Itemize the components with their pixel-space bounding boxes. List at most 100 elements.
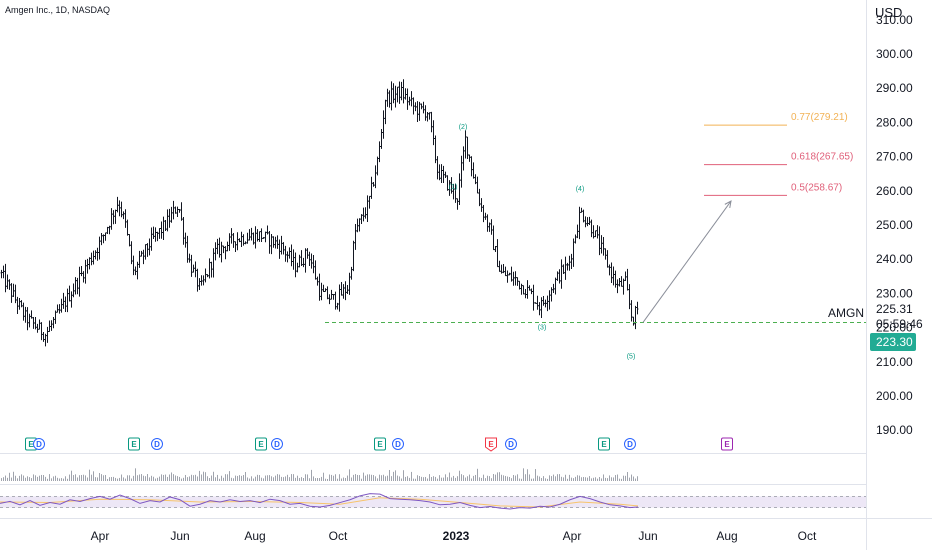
drawings[interactable]: 0.77(279.21) 0.618(267.65) 0.5(258.67) (1) (… bbox=[325, 112, 866, 360]
event-letter: E bbox=[377, 440, 383, 449]
dividend-marker[interactable]: D bbox=[505, 438, 517, 450]
volume-bar bbox=[187, 477, 188, 481]
volume-bar bbox=[491, 478, 492, 481]
volume-bar bbox=[611, 477, 612, 481]
ohlc-bar bbox=[448, 180, 451, 196]
volume-bar bbox=[263, 478, 264, 481]
ohlc-bar bbox=[398, 81, 401, 104]
dividend-marker[interactable]: D bbox=[624, 438, 636, 450]
ohlc-bar bbox=[100, 232, 103, 246]
volume-bar bbox=[331, 474, 332, 481]
ohlc-bar bbox=[264, 231, 267, 243]
volume-bar bbox=[211, 475, 212, 481]
volume-bar bbox=[533, 478, 534, 481]
ohlc-bar bbox=[602, 236, 605, 256]
volume-bar bbox=[551, 476, 552, 481]
earnings-marker[interactable]: E bbox=[721, 437, 733, 451]
volume-bar bbox=[165, 474, 166, 481]
volume-bar bbox=[367, 474, 368, 481]
ohlc-bar bbox=[530, 288, 533, 295]
volume-bar bbox=[461, 474, 462, 481]
volume-bar bbox=[127, 475, 128, 481]
symbol-title[interactable]: Amgen Inc., 1D, NASDAQ bbox=[5, 5, 110, 15]
earnings-marker[interactable]: E bbox=[374, 437, 386, 451]
volume-bar bbox=[307, 474, 308, 481]
ohlc-bar bbox=[508, 272, 511, 276]
volume-bar bbox=[37, 476, 38, 481]
volume-bar bbox=[145, 476, 146, 481]
ohlc-bar bbox=[136, 261, 139, 280]
dividend-marker[interactable]: D bbox=[271, 438, 283, 450]
time-axis[interactable]: Apr Jun Aug Oct 2023 Apr Jun Aug Oct bbox=[91, 529, 817, 543]
ohlc-bar bbox=[200, 275, 203, 286]
volume-bar bbox=[479, 477, 480, 481]
volume-bar bbox=[99, 472, 100, 481]
dividend-marker[interactable]: D bbox=[392, 438, 404, 450]
volume-bar bbox=[519, 478, 520, 481]
ohlc-bar bbox=[308, 251, 311, 266]
volume-bar bbox=[505, 475, 506, 481]
ohlc-bar bbox=[400, 81, 403, 101]
ohlc-bar bbox=[388, 90, 391, 108]
volume-bar bbox=[283, 477, 284, 481]
ohlc-bar bbox=[534, 302, 537, 304]
ohlc-bar bbox=[212, 248, 215, 278]
ohlc-bar bbox=[68, 285, 71, 302]
volume-bar bbox=[87, 477, 88, 481]
volume-bar bbox=[11, 477, 12, 481]
earnings-marker[interactable]: E bbox=[598, 437, 610, 451]
earnings-box bbox=[128, 437, 140, 451]
volume-bar bbox=[565, 474, 566, 481]
volume-bar bbox=[621, 478, 622, 481]
ohlc-bar bbox=[224, 246, 227, 260]
dividend-marker[interactable]: D bbox=[151, 438, 163, 450]
volume-bar bbox=[603, 474, 604, 481]
fib-level-label: 0.5(258.67) bbox=[791, 182, 842, 193]
ohlc-bar bbox=[56, 304, 59, 313]
earnings-marker[interactable]: E bbox=[128, 437, 140, 451]
earnings-marker[interactable]: E bbox=[485, 437, 497, 452]
currency-label[interactable]: USD bbox=[875, 5, 902, 20]
price-axis[interactable]: 310.00 300.00 290.00 280.00 270.00 260.00 250.… bbox=[876, 13, 913, 437]
dividend-marker[interactable]: D bbox=[33, 438, 45, 450]
ohlc-bar bbox=[552, 283, 555, 293]
volume-bar bbox=[341, 478, 342, 481]
ohlc-bar bbox=[20, 300, 23, 308]
ohlc-bar bbox=[406, 88, 409, 110]
ohlc-bar bbox=[38, 319, 41, 330]
ohlc-bar bbox=[202, 275, 205, 286]
ohlc-bar bbox=[90, 252, 93, 266]
ohlc-bar bbox=[282, 242, 285, 255]
price-bars bbox=[0, 79, 639, 347]
volume-bar bbox=[633, 476, 634, 481]
ohlc-bar bbox=[428, 112, 431, 120]
volume-bar bbox=[333, 475, 334, 481]
ohlc-bar bbox=[470, 156, 473, 177]
ohlc-bar bbox=[454, 183, 457, 203]
ohlc-bar bbox=[260, 228, 263, 242]
volume-bar bbox=[65, 476, 66, 481]
ohlc-bar bbox=[456, 198, 459, 210]
volume-bar bbox=[117, 478, 118, 481]
volume-bar bbox=[61, 478, 62, 481]
volume-bar bbox=[169, 474, 170, 481]
volume-bar bbox=[589, 476, 590, 481]
volume-bar bbox=[299, 477, 300, 481]
earnings-marker[interactable]: E bbox=[255, 437, 267, 451]
ohlc-bar bbox=[370, 176, 373, 199]
projection-arrow[interactable] bbox=[642, 200, 732, 323]
volume-bar bbox=[279, 474, 280, 481]
ohlc-bar bbox=[424, 105, 427, 121]
volume-bar bbox=[381, 475, 382, 481]
volume-bar bbox=[403, 470, 404, 481]
volume-bar bbox=[581, 477, 582, 481]
volume-bar bbox=[401, 478, 402, 481]
rsi-pane bbox=[0, 493, 866, 510]
ohlc-bar bbox=[122, 211, 125, 220]
ohlc-bar bbox=[184, 232, 187, 248]
ohlc-bar bbox=[592, 225, 595, 239]
volume-bar bbox=[83, 474, 84, 481]
ohlc-bar bbox=[272, 236, 275, 248]
